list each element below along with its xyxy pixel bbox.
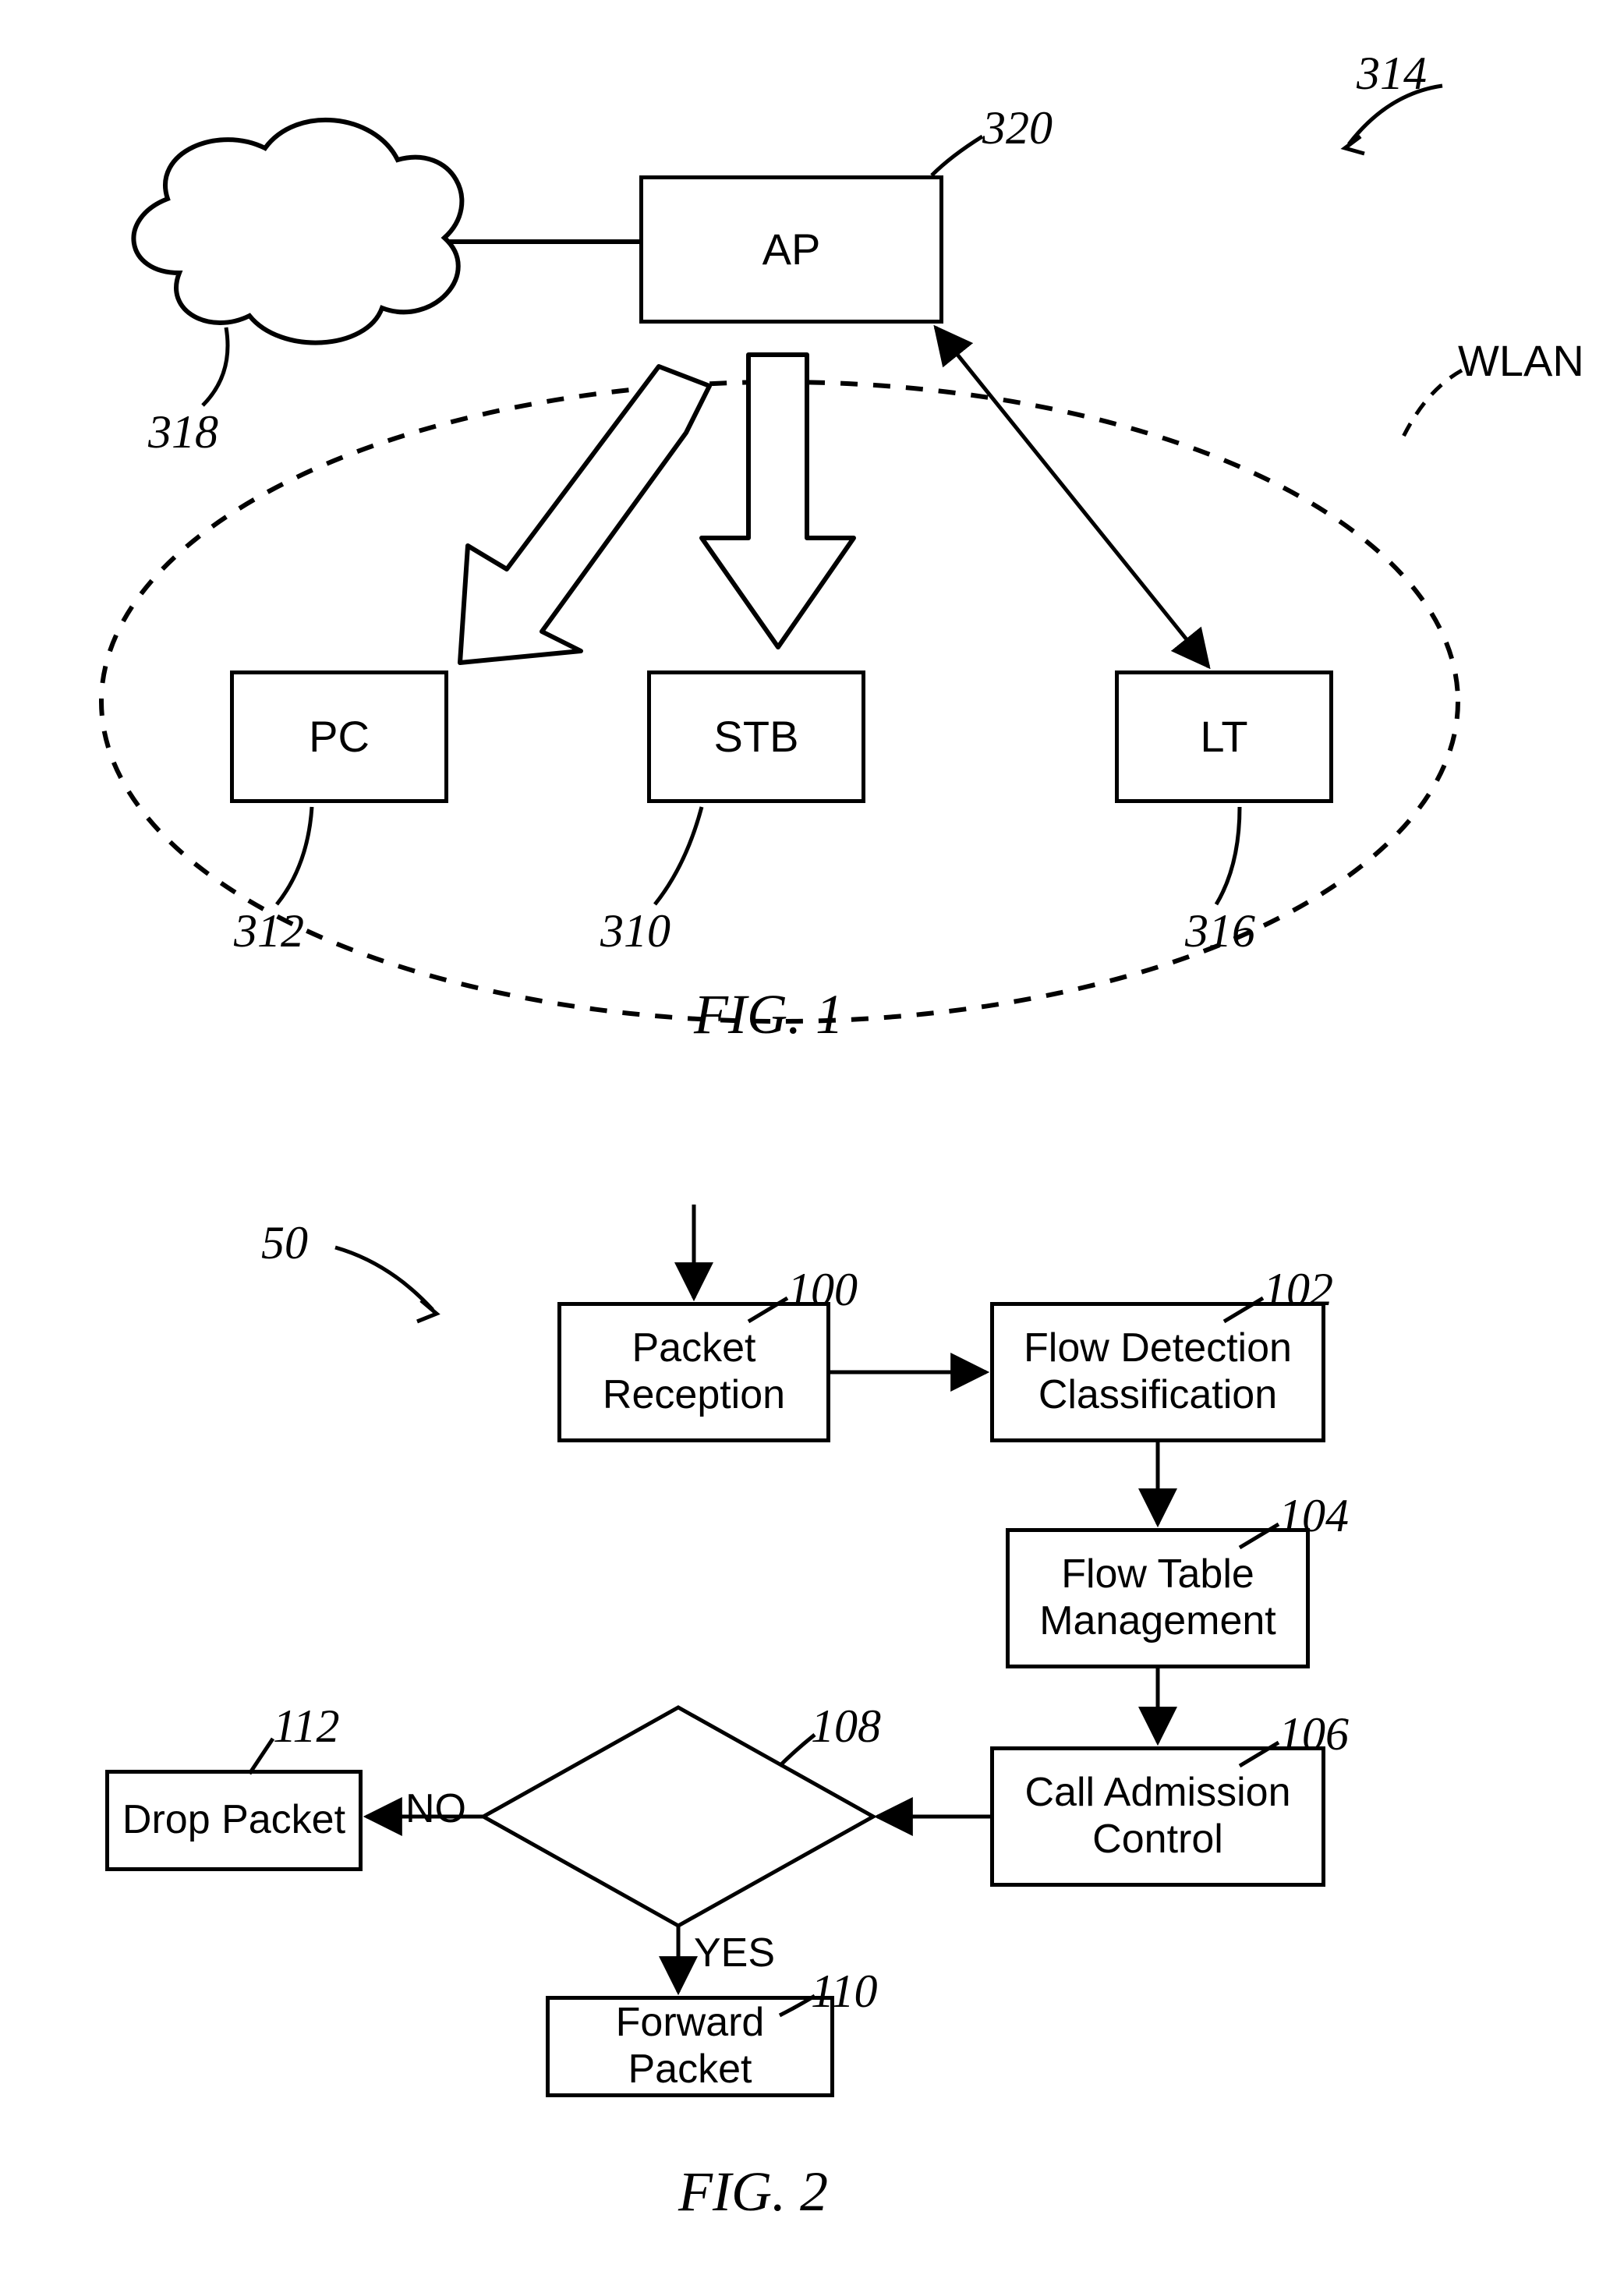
fig2-n100-label: Packet Reception [603,1325,785,1419]
fig2-n102-box: Flow Detection Classification [990,1302,1325,1442]
fig2-n112-box: Drop Packet [105,1770,363,1871]
fig2-n106-label: Call Admission Control [1024,1770,1290,1863]
fig1-title: FIG. 1 [694,982,844,1047]
fig1-stb-box: STB [647,670,865,803]
fig2-n102-label: Flow Detection Classification [1024,1325,1292,1419]
fig1-net-label: NET [242,214,329,265]
fig2-title: FIG. 2 [678,2160,828,2224]
fig1-ref-net: 318 [148,405,218,459]
fig1-ref-overall: 314 [1357,47,1427,101]
fig2-n104-label: Flow Table Management [1039,1551,1276,1645]
page: AP PC STB LT NET WLAN 314 318 320 312 31… [0,0,1624,2275]
fig1-ap-label: AP [762,225,821,274]
fig1-ref-pc: 312 [234,904,304,958]
fig2-ref-106: 106 [1279,1707,1349,1761]
fig2-ref-108: 108 [811,1700,881,1753]
fig2-n110-box: Forward Packet [546,1996,834,2097]
fig2-ref-102: 102 [1263,1263,1333,1317]
fig2-ref-104: 104 [1279,1489,1349,1543]
fig2-ref-110: 110 [811,1965,878,2018]
fig2-yes-label: YES [694,1930,775,1976]
fig2-n104-box: Flow Table Management [1006,1528,1310,1668]
fig2-n112-label: Drop Packet [122,1797,345,1844]
fig2-no-label: NO [405,1785,466,1832]
fig1-ref-lt: 316 [1185,904,1255,958]
fig1-arrow-pc-to-ap [460,366,709,663]
fig2-ref-112: 112 [273,1700,340,1753]
fig1-arrow-ap-to-stb [702,355,854,647]
fig1-ref-ap: 320 [982,101,1053,155]
fig2-n100-box: Packet Reception [557,1302,830,1442]
fig2-n108-label: Forward? [600,1793,772,1840]
svg-overlay [0,0,1624,2275]
fig2-n110-label: Forward Packet [556,2000,824,2093]
fig1-ap-box: AP [639,175,943,324]
fig1-wlan-label: WLAN [1458,335,1584,386]
fig2-ref-100: 100 [787,1263,858,1317]
fig2-ref-overall: 50 [261,1216,308,1270]
fig1-lt-label: LT [1200,712,1247,762]
fig2-n106-box: Call Admission Control [990,1746,1325,1887]
fig1-pc-box: PC [230,670,448,803]
fig1-ref-stb: 310 [600,904,670,958]
fig1-arrow-ap-lt [936,327,1208,667]
fig1-stb-label: STB [714,712,799,762]
fig1-pc-label: PC [309,712,370,762]
fig1-lt-box: LT [1115,670,1333,803]
